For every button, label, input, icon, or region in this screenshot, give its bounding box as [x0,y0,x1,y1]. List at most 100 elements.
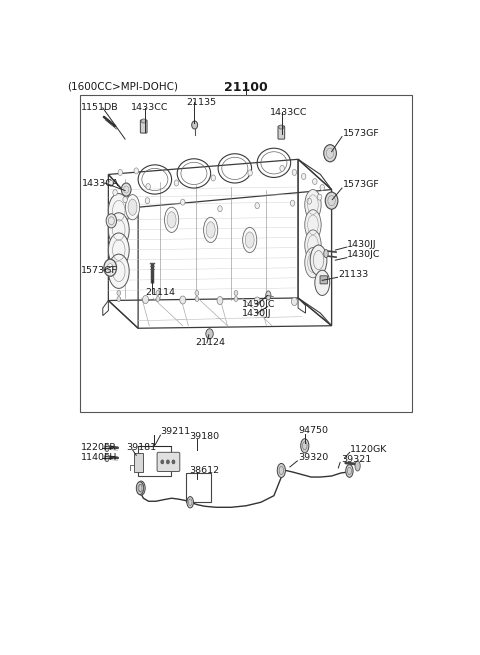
FancyBboxPatch shape [278,126,285,139]
Circle shape [234,290,238,295]
Text: 1220FR: 1220FR [81,443,117,453]
Circle shape [174,180,179,186]
Bar [138,446,171,476]
Ellipse shape [305,189,321,220]
Circle shape [117,290,120,295]
Circle shape [195,297,199,301]
Ellipse shape [204,217,218,242]
Circle shape [248,170,252,176]
Text: 21133: 21133 [338,270,369,279]
Circle shape [107,264,113,272]
Text: 21124: 21124 [196,339,226,347]
Circle shape [218,206,222,212]
Circle shape [156,290,160,295]
Text: 39181: 39181 [126,443,156,453]
Ellipse shape [105,444,109,451]
Bar [186,473,211,502]
Ellipse shape [315,271,330,295]
Circle shape [117,297,120,301]
Text: 39320: 39320 [298,453,328,462]
Bar [133,453,143,472]
Text: 1120GK: 1120GK [350,445,387,454]
Circle shape [172,460,175,464]
Ellipse shape [324,250,328,257]
Text: 1430JJ: 1430JJ [242,309,272,318]
Circle shape [161,460,164,464]
Ellipse shape [187,496,193,508]
Ellipse shape [125,195,140,220]
Circle shape [106,214,117,228]
Circle shape [301,174,306,179]
Ellipse shape [305,248,321,278]
Text: 21100: 21100 [224,81,268,94]
Circle shape [134,168,139,174]
Text: 39180: 39180 [190,432,219,441]
Text: 38612: 38612 [190,466,219,476]
Circle shape [307,198,312,204]
Ellipse shape [167,212,176,228]
Ellipse shape [305,230,321,260]
FancyBboxPatch shape [320,276,327,284]
Circle shape [109,181,113,187]
Ellipse shape [108,213,129,247]
Text: 1573GF: 1573GF [343,180,380,189]
Ellipse shape [128,199,137,215]
Circle shape [104,259,117,276]
Circle shape [291,297,297,306]
Ellipse shape [206,222,215,238]
Text: 1151DB: 1151DB [81,103,118,113]
Text: 21135: 21135 [186,98,216,107]
Text: 1430JJ: 1430JJ [347,240,377,248]
Circle shape [167,460,169,464]
Circle shape [320,185,324,191]
Circle shape [143,295,148,303]
Circle shape [123,196,127,202]
Ellipse shape [108,254,129,288]
Ellipse shape [300,439,309,453]
Ellipse shape [105,454,109,462]
Circle shape [312,178,317,185]
Text: 1573GF: 1573GF [81,266,117,274]
Ellipse shape [279,125,284,129]
Circle shape [211,175,216,181]
Ellipse shape [305,210,321,240]
Ellipse shape [243,227,257,253]
Text: 1140FH: 1140FH [81,453,117,462]
Circle shape [234,297,238,301]
Ellipse shape [346,464,353,477]
Text: (1600CC>MPI-DOHC): (1600CC>MPI-DOHC) [67,81,179,91]
Circle shape [195,290,199,295]
Ellipse shape [137,481,145,495]
Text: 1433CC: 1433CC [131,103,168,113]
Circle shape [118,170,122,176]
Ellipse shape [245,232,254,248]
Ellipse shape [108,194,129,228]
Text: 1573GF: 1573GF [343,128,380,138]
Circle shape [180,199,185,205]
Circle shape [255,202,259,209]
Text: 1433CA: 1433CA [82,179,119,187]
Ellipse shape [136,482,144,495]
Ellipse shape [165,207,179,233]
Text: 94750: 94750 [298,426,328,435]
Circle shape [280,165,284,172]
Circle shape [217,297,223,305]
Text: 1433CC: 1433CC [270,108,308,117]
Ellipse shape [310,245,327,275]
Text: 1430JC: 1430JC [242,299,276,309]
Bar [81,95,411,413]
Text: 39211: 39211 [160,427,191,436]
Circle shape [192,121,198,129]
Circle shape [113,189,117,196]
Circle shape [146,183,150,189]
Circle shape [317,194,322,200]
Text: 39321: 39321 [341,455,371,464]
Circle shape [121,183,131,196]
Text: 21114: 21114 [145,288,176,297]
Circle shape [254,297,260,305]
FancyBboxPatch shape [157,453,180,472]
Ellipse shape [266,291,271,300]
Circle shape [180,296,186,304]
Ellipse shape [108,233,129,267]
Ellipse shape [141,119,146,123]
